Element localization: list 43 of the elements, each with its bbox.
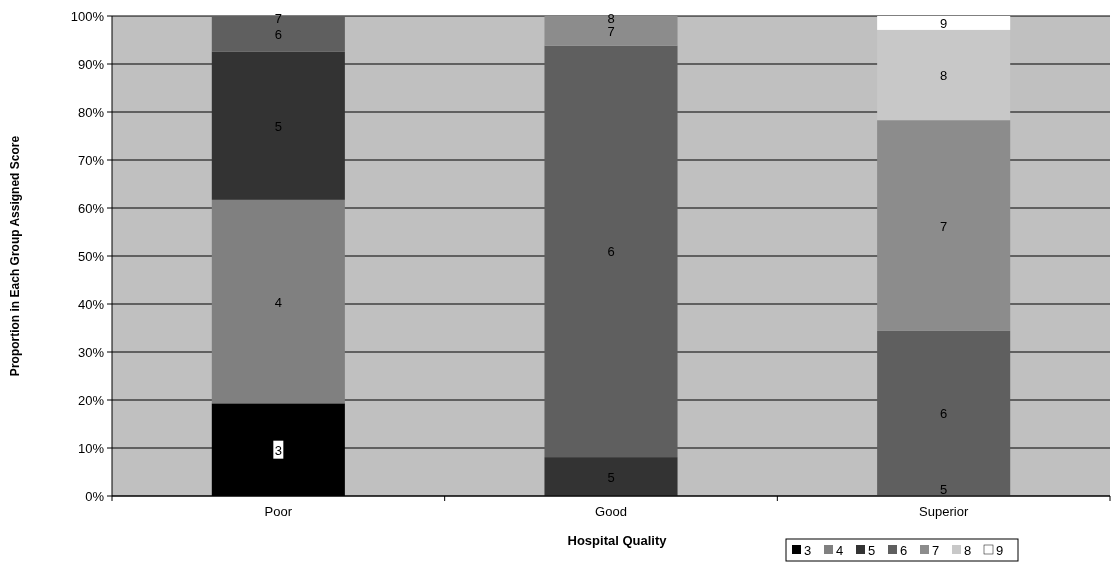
bar xyxy=(544,16,678,46)
y-tick-label: 40% xyxy=(77,296,105,312)
annotation: 3 xyxy=(274,442,282,458)
annotation: 8 xyxy=(940,68,948,84)
legend-label: 8 xyxy=(964,543,972,558)
annotation: 5 xyxy=(940,482,948,497)
y-tick-label: 10% xyxy=(77,440,105,456)
bar xyxy=(877,330,1011,496)
bar xyxy=(211,16,345,52)
bar xyxy=(544,457,678,496)
legend-label: 6 xyxy=(900,543,908,558)
legend-label: 3 xyxy=(804,543,812,558)
y-tick-label: 50% xyxy=(77,248,105,264)
x-tick-label: Superior xyxy=(919,504,969,519)
x-axis-title: Hospital Quality xyxy=(567,533,668,548)
annotation: 6 xyxy=(940,406,948,422)
y-tick-label: 100% xyxy=(70,8,105,24)
bar xyxy=(211,51,345,200)
legend-label: 5 xyxy=(868,543,876,558)
annotation: 8 xyxy=(607,11,615,26)
legend-label: 7 xyxy=(932,543,940,558)
y-tick-label: 60% xyxy=(77,200,105,216)
x-tick-label: Poor xyxy=(264,504,293,519)
annotation: 6 xyxy=(607,244,615,260)
y-tick-label: 80% xyxy=(77,104,105,120)
bar xyxy=(544,45,678,458)
annotation: 7 xyxy=(274,11,282,26)
legend-label: 9 xyxy=(996,543,1004,558)
y-tick-label: 90% xyxy=(77,56,105,72)
bar xyxy=(877,16,1011,30)
legend-label: 4 xyxy=(836,543,844,558)
bar xyxy=(211,199,345,404)
annotation: 6 xyxy=(274,26,282,42)
annotation: 9 xyxy=(940,15,948,31)
y-axis-title: Proportion in Each Group Assigned Score xyxy=(8,135,22,377)
annotation: 4 xyxy=(274,294,282,310)
y-tick-label: 0% xyxy=(85,488,105,504)
annotation: 7 xyxy=(940,218,948,234)
y-tick-label: 70% xyxy=(77,152,105,168)
x-tick-label: Good xyxy=(595,504,627,519)
annotation: 7 xyxy=(607,23,615,39)
y-tick-label: 20% xyxy=(77,392,105,408)
y-tick-label: 30% xyxy=(77,344,105,360)
